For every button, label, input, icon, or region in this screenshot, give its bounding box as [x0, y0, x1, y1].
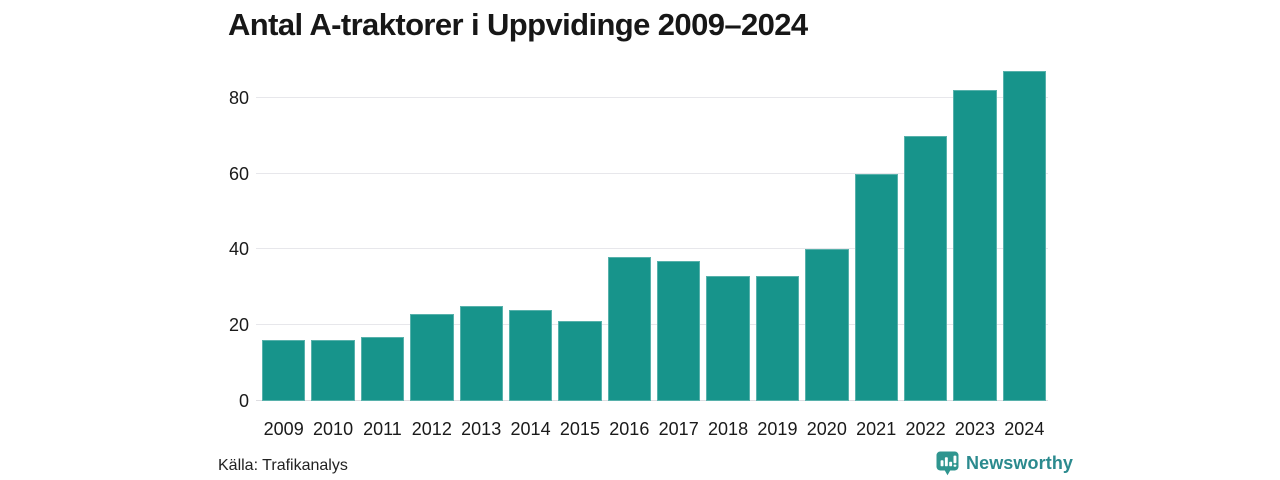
x-tick-label-2009: 2009 — [263, 419, 304, 439]
chart-title: Antal A-traktorer i Uppvidinge 2009–2024 — [228, 7, 808, 42]
gridline-40 — [256, 248, 1048, 250]
newsworthy-logo-icon — [936, 451, 959, 476]
bar-2018 — [706, 275, 750, 401]
bar-2020 — [805, 249, 849, 401]
x-tick-label-2018: 2018 — [708, 419, 749, 439]
x-tick-label-2023: 2023 — [954, 419, 995, 439]
bar-2012 — [410, 313, 454, 401]
bar-2023 — [953, 90, 997, 401]
x-tick-label-2011: 2011 — [363, 419, 402, 439]
gridline-80 — [256, 96, 1048, 98]
x-tick-label-2013: 2013 — [461, 419, 502, 439]
bar-2009 — [262, 340, 306, 401]
bar-series — [260, 60, 1048, 401]
gridline-60 — [256, 172, 1048, 174]
x-tick-label-2014: 2014 — [510, 419, 551, 439]
bar-2013 — [459, 306, 503, 401]
bar-2021 — [854, 173, 898, 401]
bar-2017 — [657, 260, 701, 401]
x-tick-label-2012: 2012 — [411, 419, 452, 439]
y-tick-label-40: 40 — [228, 239, 249, 260]
x-tick-label-2024: 2024 — [1004, 419, 1045, 439]
x-axis-labels: 2009 2010 2011 2012 2013 2014 2015 2016 2017 2018… — [260, 419, 1048, 440]
source-caption: Källa: Trafikanalys — [218, 457, 348, 474]
x-tick-label-2015: 2015 — [559, 419, 600, 439]
x-tick-label-2010: 2010 — [313, 419, 354, 439]
bar-2015 — [558, 321, 602, 401]
x-tick-label-2016: 2016 — [609, 419, 650, 439]
y-tick-label-0: 0 — [238, 391, 249, 411]
newsworthy-branding: Newsworthy — [936, 451, 1073, 476]
gridline-20 — [256, 324, 1048, 326]
x-tick-label-2022: 2022 — [905, 419, 946, 439]
y-tick-label-80: 80 — [228, 87, 249, 108]
x-tick-label-2017: 2017 — [658, 419, 699, 439]
x-axis-baseline — [256, 400, 1048, 401]
bar-2010 — [311, 340, 355, 401]
x-tick-label-2019: 2019 — [757, 419, 798, 439]
newsworthy-wordmark: Newsworthy — [966, 453, 1074, 473]
x-tick-label-2020: 2020 — [806, 419, 847, 439]
x-tick-label-2021: 2021 — [856, 419, 897, 439]
bar-2024 — [1002, 71, 1046, 401]
plot-area: 0 20 40 60 80 — [229, 60, 1048, 410]
bar-2019 — [755, 275, 800, 401]
bar-2016 — [607, 257, 651, 401]
bar-2011 — [360, 336, 405, 401]
y-tick-label-60: 60 — [228, 163, 249, 184]
bar-2014 — [508, 310, 553, 401]
bar-2022 — [903, 135, 948, 401]
y-tick-label-20: 20 — [228, 315, 249, 336]
